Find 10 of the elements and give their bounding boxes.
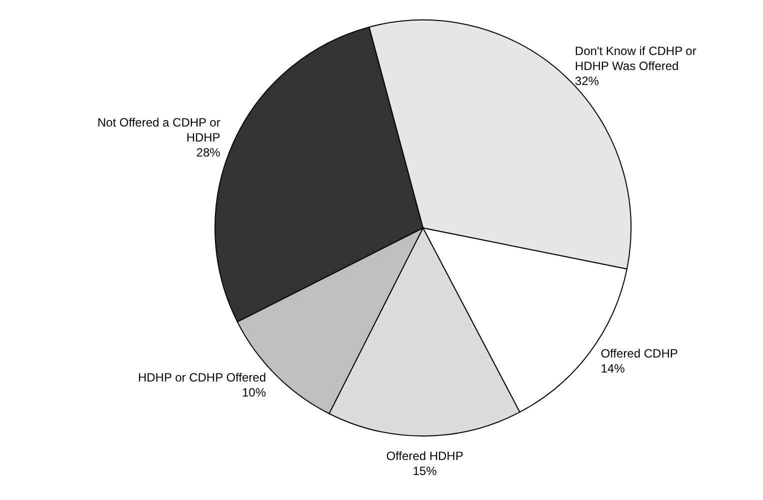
slice-label: Don't Know if CDHP or HDHP Was Offered xyxy=(574,44,696,74)
data-label: 15% xyxy=(412,464,438,478)
slice-label: Offered HDHP xyxy=(386,448,464,463)
data-label: 32% xyxy=(574,74,600,88)
slice-label: Offered CDHP xyxy=(600,346,678,361)
data-label: 14% xyxy=(600,362,626,376)
data-label: 10% xyxy=(242,385,266,400)
slice-label: Not Offered a CDHP or HDHP xyxy=(97,115,220,144)
slice-label: HDHP or CDHP Offered xyxy=(138,370,266,384)
data-label: 28% xyxy=(196,145,221,160)
